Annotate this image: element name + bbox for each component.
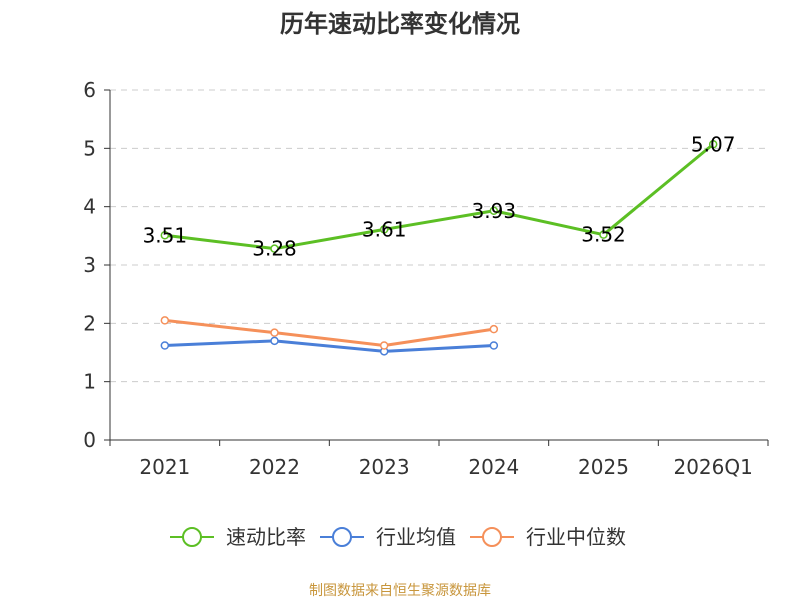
label-layer: 3.51 3.28 3.61 3.93 3.52 5.07 [143, 132, 736, 260]
data-label: 3.52 [581, 223, 626, 247]
data-point [489, 324, 499, 334]
data-point [160, 316, 170, 325]
legend-marker-icon [482, 527, 502, 547]
data-point [270, 336, 279, 346]
legend-label: 行业中位数 [526, 525, 626, 549]
x-tick-label: 2021 [139, 455, 190, 479]
y-tick-label: 6 [83, 78, 96, 102]
data-point [599, 230, 608, 239]
series-layer [160, 140, 718, 356]
legend-item: 行业中位数 [470, 525, 626, 549]
y-tick-label: 3 [83, 253, 96, 277]
data-point [270, 328, 279, 337]
data-point [270, 244, 279, 253]
legend-label: 速动比率 [226, 525, 306, 549]
data-point [379, 225, 389, 234]
data-point [160, 341, 170, 350]
x-tick-label: 2024 [468, 455, 519, 479]
legend-marker-icon [332, 527, 352, 547]
chart-title: 历年速动比率变化情况 [280, 10, 520, 38]
data-label: 3.28 [252, 237, 297, 261]
series-line-2 [164, 318, 495, 347]
x-tick-label: 2023 [359, 455, 410, 479]
data-label: 3.61 [362, 217, 407, 241]
legend-marker-icon [182, 527, 202, 547]
axis-layer: 0 1 2 3 4 5 6 2021 2022 2023 2024 2025 2026Q1 [83, 78, 769, 479]
y-tick-label: 5 [83, 136, 96, 160]
data-point [160, 231, 170, 240]
source-footer: 制图数据来自恒生聚源数据库 [309, 583, 491, 599]
data-label: 5.07 [691, 132, 736, 156]
x-tick-label: 2025 [578, 455, 629, 479]
data-label: 3.51 [143, 223, 188, 247]
legend-item: 行业均值 [320, 525, 456, 549]
data-point [708, 140, 718, 149]
series-line-0 [164, 143, 715, 251]
data-point [379, 341, 389, 350]
legend: 速动比率 行业均值 行业中位数 [170, 525, 626, 549]
data-point [489, 206, 499, 215]
data-point [489, 341, 499, 350]
data-label: 3.93 [472, 199, 517, 223]
legend-label: 行业均值 [376, 525, 456, 549]
y-tick-label: 4 [83, 195, 96, 219]
x-tick-label: 2022 [249, 455, 300, 479]
legend-item: 速动比率 [170, 525, 306, 549]
series-line-1 [164, 339, 494, 353]
y-tick-label: 2 [83, 311, 96, 335]
y-tick-label: 1 [83, 370, 96, 394]
y-tick-label: 0 [83, 428, 96, 452]
x-tick-label: 2026Q1 [673, 455, 752, 479]
